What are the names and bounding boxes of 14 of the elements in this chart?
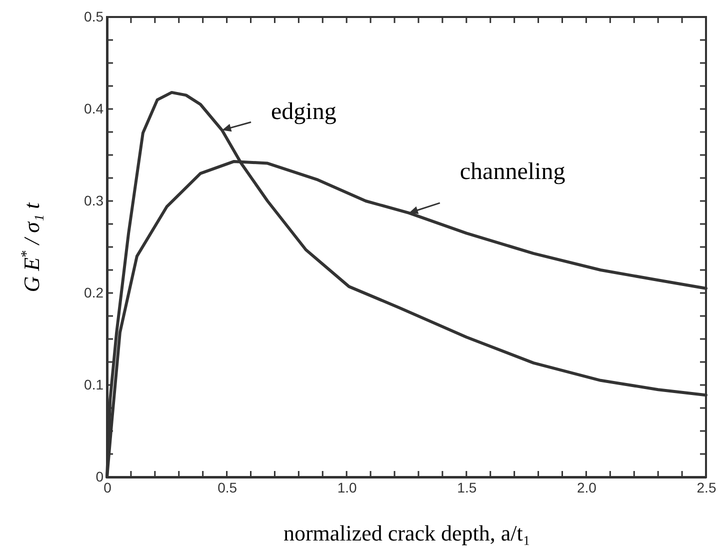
x-tick-label: 1.0 (337, 480, 358, 496)
y-tick-label: 0.3 (84, 192, 104, 208)
x-tick-label: 2.5 (696, 480, 716, 496)
annotation: edging (271, 99, 336, 126)
annotation: channeling (460, 158, 566, 185)
x-tick-label: 0.5 (218, 480, 238, 496)
x-axis-title: normalized crack depth, a/t₁ (283, 520, 531, 546)
y-tick-label: 0.5 (84, 8, 104, 24)
y-tick-label: 0.4 (84, 100, 104, 116)
y-tick-label: 0 (96, 468, 104, 484)
y-tick-label: 0.1 (84, 376, 104, 392)
y-tick-label: 0.2 (84, 284, 104, 300)
x-tick-label: 1.5 (457, 480, 477, 496)
x-tick-label: 2.0 (576, 480, 597, 496)
